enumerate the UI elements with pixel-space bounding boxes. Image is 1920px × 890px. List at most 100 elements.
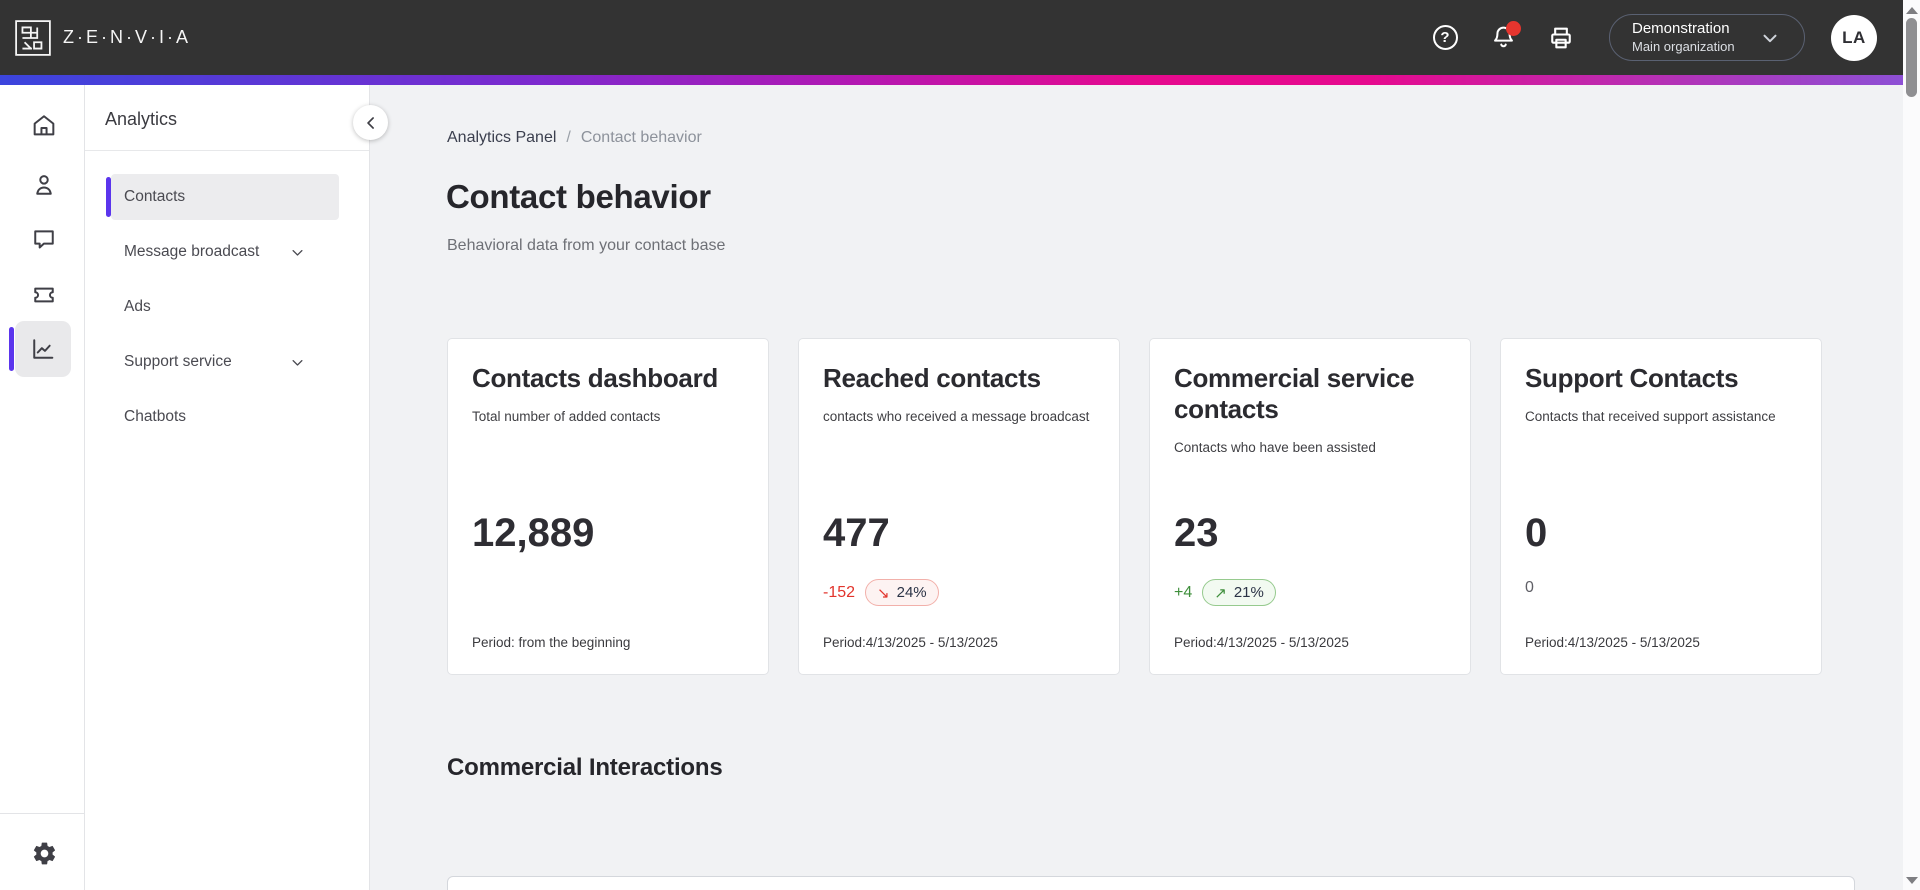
topbar: Z·E·N·V·I·A ? (0, 0, 1903, 75)
card-description: Contacts that received support assistanc… (1525, 409, 1776, 424)
sidebar-item-contacts[interactable]: Contacts (106, 174, 339, 220)
trend-up-arrow-icon: ↗ (1214, 584, 1227, 602)
sidebar-divider (85, 150, 369, 151)
line-chart-icon (29, 335, 57, 363)
zenvia-logo-icon (14, 19, 52, 57)
card-title: Reached contacts (823, 363, 1041, 393)
card-period: Period:4/13/2025 - 5/13/2025 (823, 635, 998, 650)
card-title: Commercial service contacts (1174, 363, 1415, 424)
org-switcher[interactable]: Demonstration Main organization (1609, 14, 1805, 61)
rail-active-indicator (9, 327, 14, 371)
card-trend-row: +4 ↗ 21% (1174, 579, 1276, 606)
card-trend-row: 0 (1525, 579, 1534, 597)
stat-card-contacts-dashboard: Contacts dashboard Total number of added… (447, 338, 769, 675)
page-scrollbar[interactable] (1903, 0, 1920, 890)
org-switcher-text: Demonstration Main organization (1632, 20, 1735, 55)
settings-gear-icon (31, 840, 58, 867)
printer-icon (1547, 24, 1575, 52)
trend-badge: ↗ 21% (1202, 579, 1276, 606)
scroll-up-button[interactable] (1903, 2, 1920, 18)
card-period: Period:4/13/2025 - 5/13/2025 (1525, 635, 1700, 650)
notification-dot (1506, 20, 1521, 36)
card-description: Contacts who have been assisted (1174, 440, 1376, 455)
org-suborg: Main organization (1632, 38, 1735, 54)
card-description: contacts who received a message broadcas… (823, 409, 1090, 424)
scrollbar-thumb[interactable] (1906, 18, 1917, 97)
sidebar-title: Analytics (105, 109, 178, 129)
scroll-down-button[interactable] (1903, 872, 1920, 888)
breadcrumb-current: Contact behavior (580, 129, 702, 146)
rail-item-contacts[interactable] (29, 170, 59, 200)
rail-item-tickets[interactable] (29, 280, 59, 310)
sidebar-menu: Contacts Message broadcast Ads Support s… (85, 174, 369, 440)
sidebar-item-chatbots[interactable]: Chatbots (111, 394, 339, 440)
breadcrumb: Analytics Panel / Contact behavior (447, 129, 702, 147)
card-title: Support Contacts (1525, 363, 1739, 393)
icon-rail (0, 85, 85, 890)
stat-card-support-contacts: Support Contacts Contacts that received … (1500, 338, 1822, 675)
sidebar-item-label: Support service (124, 353, 232, 370)
chevron-down-icon (290, 355, 305, 370)
card-period: Period: from the beginning (472, 635, 631, 650)
sidebar-item-support-service[interactable]: Support service (111, 339, 339, 385)
page-subtitle: Behavioral data from your contact base (447, 237, 726, 254)
commercial-interactions-card (447, 876, 1855, 890)
brand-gradient-bar (0, 75, 1903, 85)
brand[interactable]: Z·E·N·V·I·A (14, 19, 191, 57)
trend-down-arrow-icon: ↘ (877, 584, 890, 602)
avatar[interactable]: LA (1831, 14, 1877, 61)
brand-wordmark: Z·E·N·V·I·A (63, 27, 191, 47)
breadcrumb-analytics-panel[interactable]: Analytics Panel (447, 129, 557, 146)
sidebar-collapse-button[interactable] (353, 105, 388, 140)
card-value: 0 (1525, 511, 1548, 555)
rail-divider (0, 813, 85, 814)
breadcrumb-separator: / (566, 129, 571, 146)
sidebar-item-message-broadcast[interactable]: Message broadcast (111, 229, 339, 275)
card-title: Contacts dashboard (472, 363, 718, 393)
page-title: Contact behavior (446, 178, 711, 215)
scroll-down-arrow-icon (1905, 876, 1918, 884)
sidebar-item-label: Ads (124, 298, 151, 315)
card-trend-row: -152 ↘ 24% (823, 579, 939, 606)
card-period: Period:4/13/2025 - 5/13/2025 (1174, 635, 1349, 650)
badge-percent: 21% (1233, 584, 1264, 601)
rail-item-analytics[interactable] (15, 321, 71, 377)
stat-card-commercial-service-contacts: Commercial service contacts Contacts who… (1149, 338, 1471, 675)
help-icon: ? (1432, 25, 1458, 50)
card-value: 477 (823, 511, 890, 555)
ticket-icon (30, 281, 58, 309)
stat-cards-row: Contacts dashboard Total number of added… (447, 338, 1822, 675)
chevron-down-icon (290, 245, 305, 260)
help-button[interactable]: ? (1423, 16, 1467, 60)
trend-badge: ↘ 24% (865, 579, 939, 606)
sidebar-item-label: Message broadcast (124, 243, 260, 260)
chevron-left-icon (361, 113, 381, 133)
org-name: Demonstration (1632, 20, 1730, 37)
print-button[interactable] (1539, 16, 1583, 60)
delta-value: +4 (1174, 583, 1193, 601)
delta-value: -152 (823, 583, 856, 601)
section-title-commercial-interactions: Commercial Interactions (447, 754, 723, 781)
main-content: Analytics Panel / Contact behavior Conta… (370, 85, 1903, 890)
sidebar-item-label: Contacts (124, 188, 186, 205)
rail-item-home[interactable] (29, 110, 59, 140)
notifications-button[interactable] (1481, 16, 1525, 60)
home-icon (30, 111, 58, 139)
topbar-actions: ? (1423, 14, 1877, 61)
scroll-up-arrow-icon (1905, 6, 1918, 14)
stat-card-reached-contacts: Reached contacts contacts who received a… (798, 338, 1120, 675)
person-icon (30, 171, 58, 199)
card-description: Total number of added contacts (472, 409, 661, 424)
chevron-down-icon (1759, 27, 1781, 49)
rail-item-conversations[interactable] (29, 224, 59, 254)
sidebar-item-label: Chatbots (124, 408, 187, 425)
analytics-sidebar: Analytics Contacts Message broadcast Ads… (85, 85, 370, 890)
card-value: 23 (1174, 511, 1219, 555)
chat-bubble-icon (30, 225, 58, 253)
rail-item-settings[interactable] (29, 838, 59, 868)
card-value: 12,889 (472, 511, 595, 555)
sidebar-item-ads[interactable]: Ads (111, 284, 339, 330)
delta-value: 0 (1525, 579, 1534, 596)
badge-percent: 24% (896, 584, 927, 601)
